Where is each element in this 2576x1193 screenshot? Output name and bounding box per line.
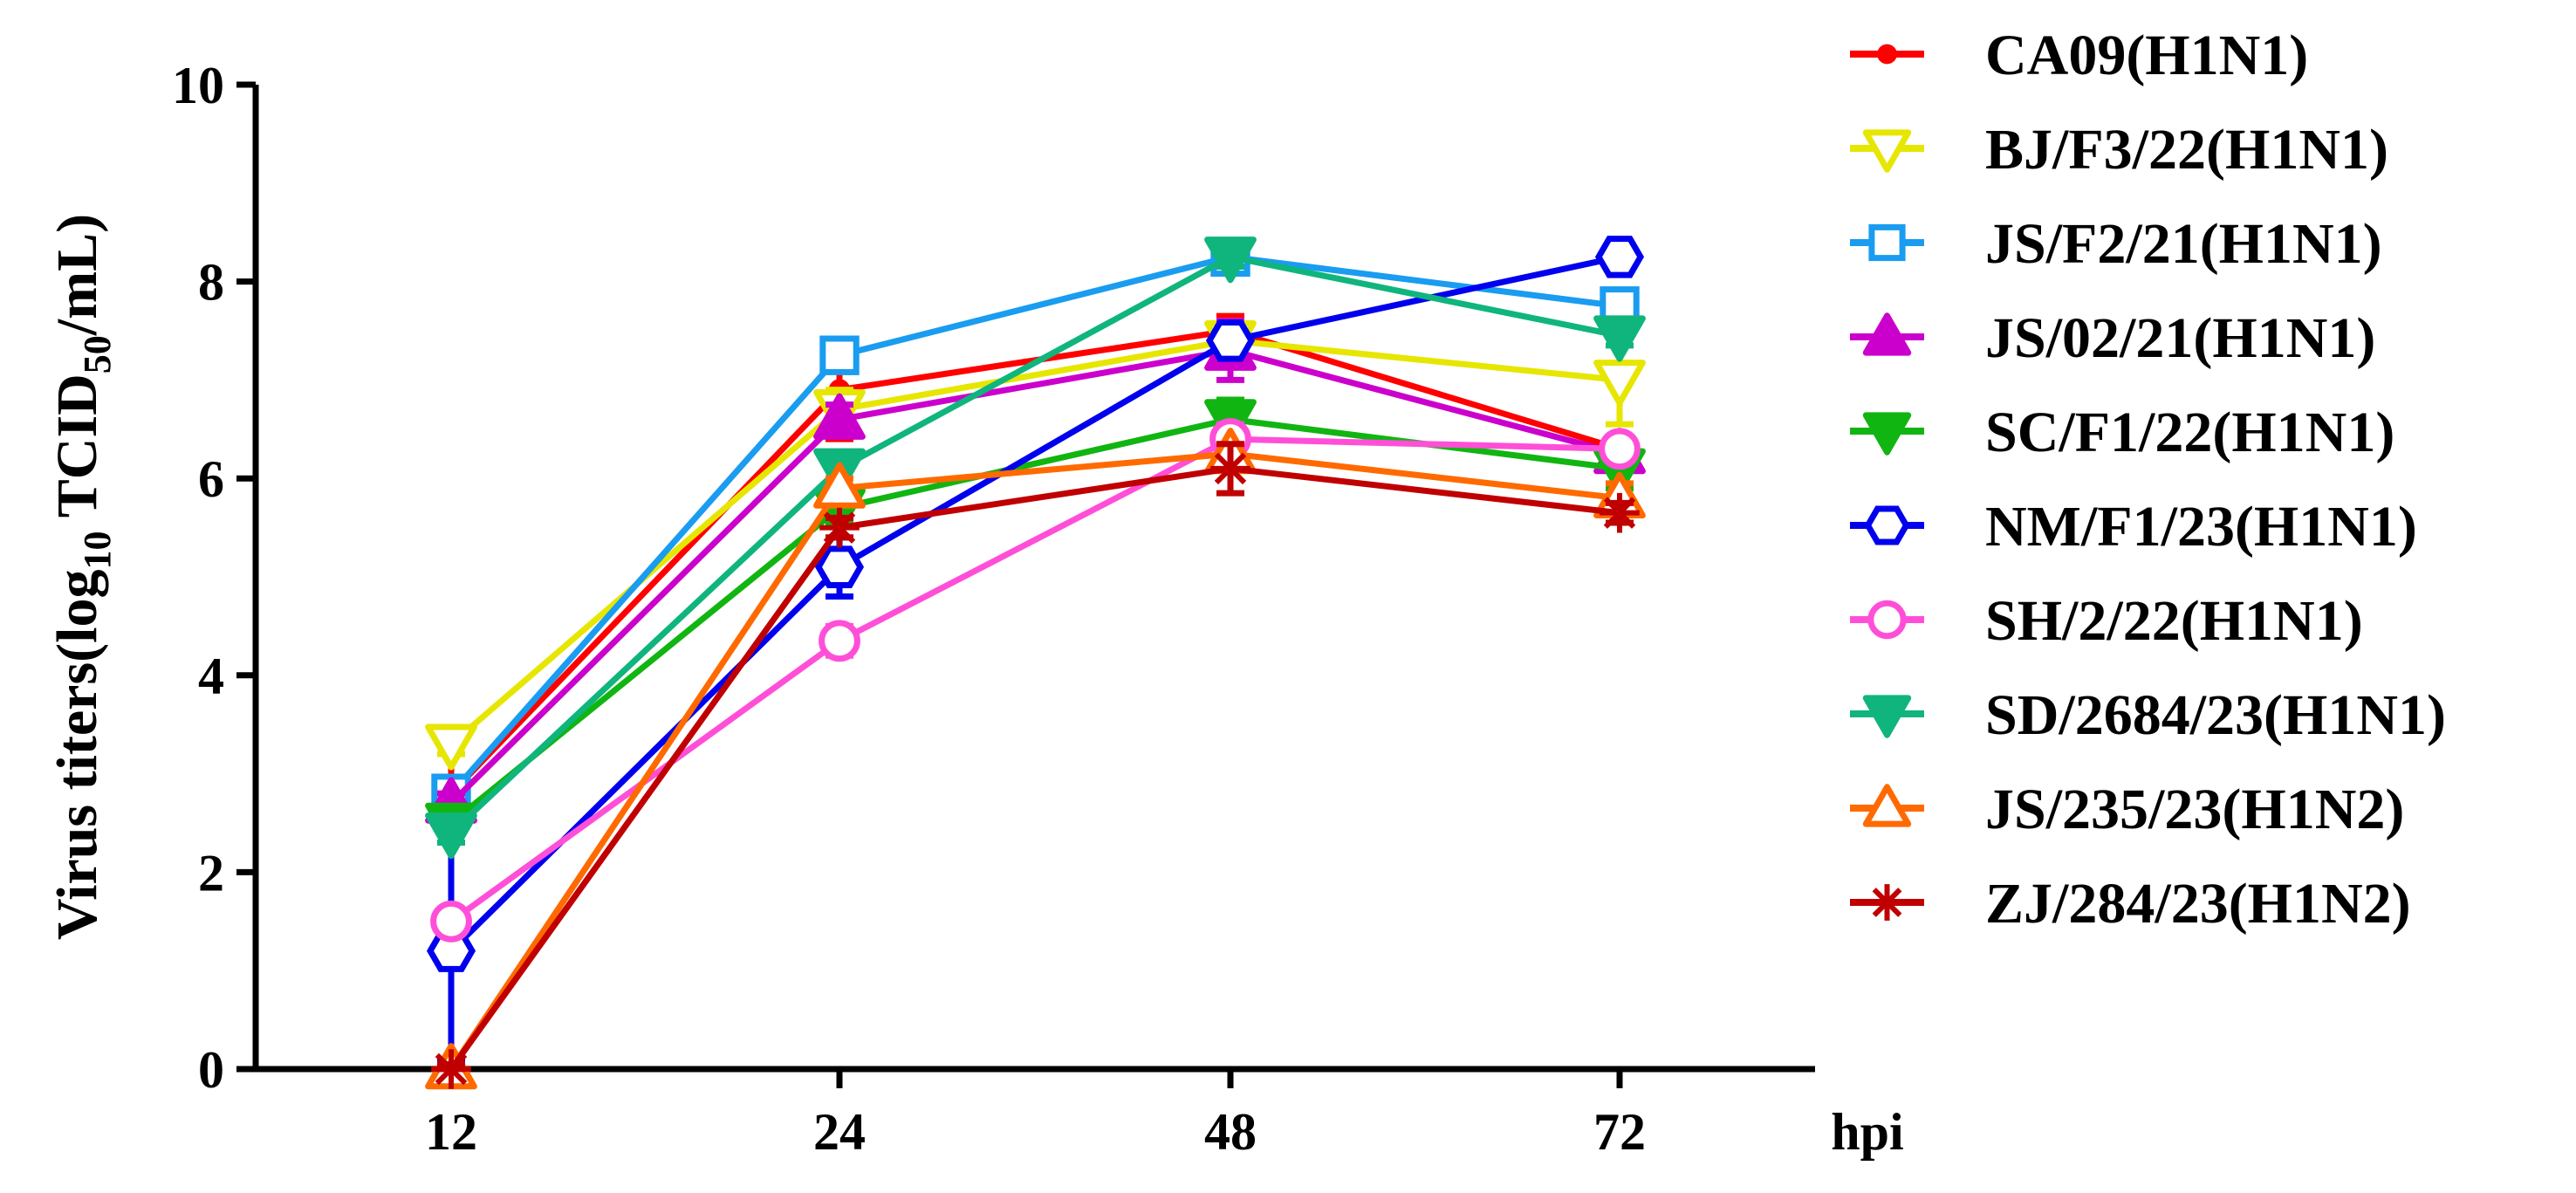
marker-triangle-down [425,812,477,860]
legend-label: JS/235/23(H1N2) [1985,778,2404,841]
y-axis-label-subscript: 50 [76,335,119,374]
marker-triangle-down [1593,360,1646,407]
marker-asterisk-stroke [823,511,856,544]
legend-item: SH/2/22(H1N1) [1850,589,2363,653]
marker-triangle-down [1862,129,1912,173]
legend-label: JS/F2/21(H1N1) [1985,212,2382,276]
series-sc-f1-22-h1n1- [425,396,1646,849]
y-axis-label-part: Virus titers(log [45,570,109,941]
marker-hexagon [1205,319,1256,362]
legend-label: CA09(H1N1) [1985,24,2308,87]
x-tick-label: 12 [425,1103,477,1161]
legend-label: JS/02/21(H1N1) [1985,306,2375,370]
legend-label: NM/F1/23(H1N1) [1985,495,2417,559]
x-tick-label: 24 [813,1103,866,1161]
marker-hexagon [1864,505,1910,545]
marker-triangle-up [1862,312,1912,356]
x-tick-label: 72 [1593,1103,1646,1161]
marker-asterisk-stroke [1214,452,1247,485]
legend-item: CA09(H1N1) [1850,24,2308,87]
series-line [449,450,1620,1071]
marker-hexagon [1594,236,1645,278]
y-axis-label-part: /mL) [45,214,109,336]
y-tick-label: 4 [198,648,224,705]
x-tick-label: 48 [1204,1103,1257,1161]
legend-item: JS/02/21(H1N1) [1850,306,2375,370]
legend-item: NM/F1/23(H1N1) [1850,495,2417,559]
series-line [449,253,1620,835]
marker-asterisk-stroke [1603,497,1636,529]
marker-circle [430,900,472,943]
series-sd-2684-23-h1n1- [425,237,1646,860]
marker-circle [1867,600,1907,640]
series-line [449,327,1621,796]
marker-triangle-down [1862,695,1912,738]
marker-triangle-down [1593,315,1646,362]
series-zj-284-23-h1n2- [431,441,1640,1089]
legend-item: JS/F2/21(H1N1) [1850,212,2382,276]
legend-item: SD/2684/23(H1N1) [1850,683,2446,747]
series-line [449,465,1620,1072]
marker-triangle-up [813,462,866,509]
marker-triangle-up [1862,784,1912,827]
legend-label: SH/2/22(H1N1) [1985,589,2363,653]
marker-square [1868,223,1906,262]
legend-item: SC/F1/22(H1N1) [1850,401,2394,464]
legend-item: BJ/F3/22(H1N1) [1850,118,2388,182]
y-tick-label: 10 [172,57,224,114]
marker-circle [819,620,860,662]
series-js-02-21-h1n1- [425,318,1646,824]
y-tick-label: 6 [198,450,224,508]
legend-label: SC/F1/22(H1N1) [1985,401,2394,464]
series-line [449,347,1620,806]
marker-triangle-up [813,393,866,440]
marker-asterisk-stroke [1872,888,1902,917]
marker-square [819,335,860,375]
marker-asterisk-stroke [435,1052,468,1086]
y-axis-label-part: TCID [45,374,109,531]
y-tick-label: 8 [198,254,224,312]
series-line [449,253,1620,796]
marker-dot [1877,44,1897,65]
marker-triangle-down [1204,237,1257,284]
y-axis-label: Virus titers(log10 TCID50/mL) [45,214,119,940]
series-layer [425,236,1646,1090]
legend-label: BJ/F3/22(H1N1) [1985,118,2388,182]
series-ca09-h1n1- [437,312,1634,836]
legend-item: ZJ/284/23(H1N2) [1850,872,2411,936]
x-axis-label: hpi [1831,1103,1903,1161]
marker-circle [1599,428,1641,470]
y-tick-label: 2 [198,844,224,902]
series-js-235-23-h1n2- [425,428,1646,1090]
marker-triangle-down [1862,412,1912,456]
legend-label: ZJ/284/23(H1N2) [1985,872,2411,936]
y-axis-label-subscript: 10 [76,531,119,570]
y-tick-label: 0 [198,1041,224,1099]
marker-hexagon [814,545,865,589]
legend: CA09(H1N1) BJ/F3/22(H1N1) JS/F2/21(H1N1) JS… [1850,24,2446,936]
marker-triangle-down [425,723,477,771]
legend-label: SD/2684/23(H1N1) [1985,683,2446,747]
series-js-f2-21-h1n1- [431,237,1640,813]
legend-item: JS/235/23(H1N2) [1850,778,2404,841]
